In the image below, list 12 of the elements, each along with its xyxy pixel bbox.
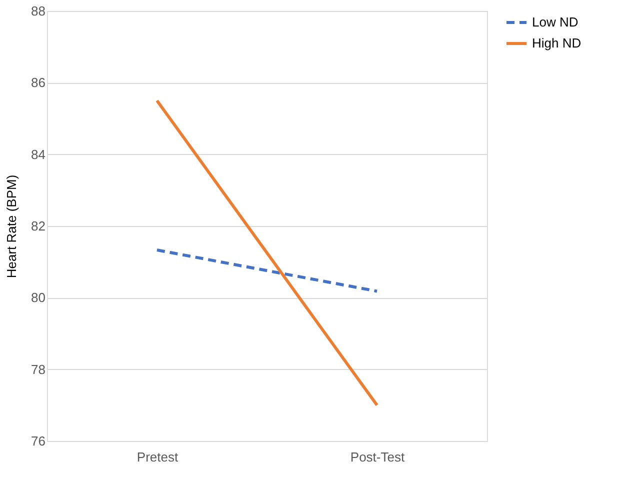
y-tick-label: 82 [31, 218, 46, 234]
x-tick-label: Pretest [136, 450, 178, 464]
y-tick-label: 88 [31, 4, 46, 18]
y-tick-label: 86 [31, 75, 46, 90]
y-axis-title: Heart Rate (BPM) [4, 174, 20, 278]
y-tick-label: 84 [31, 146, 46, 162]
y-tick-label: 78 [31, 362, 46, 377]
legend-label: High ND [532, 36, 582, 50]
x-tick-label: Post-Test [350, 450, 405, 464]
legend-label: Low ND [532, 14, 578, 30]
y-tick-label: 76 [31, 434, 46, 448]
y-tick-label: 80 [31, 290, 46, 306]
